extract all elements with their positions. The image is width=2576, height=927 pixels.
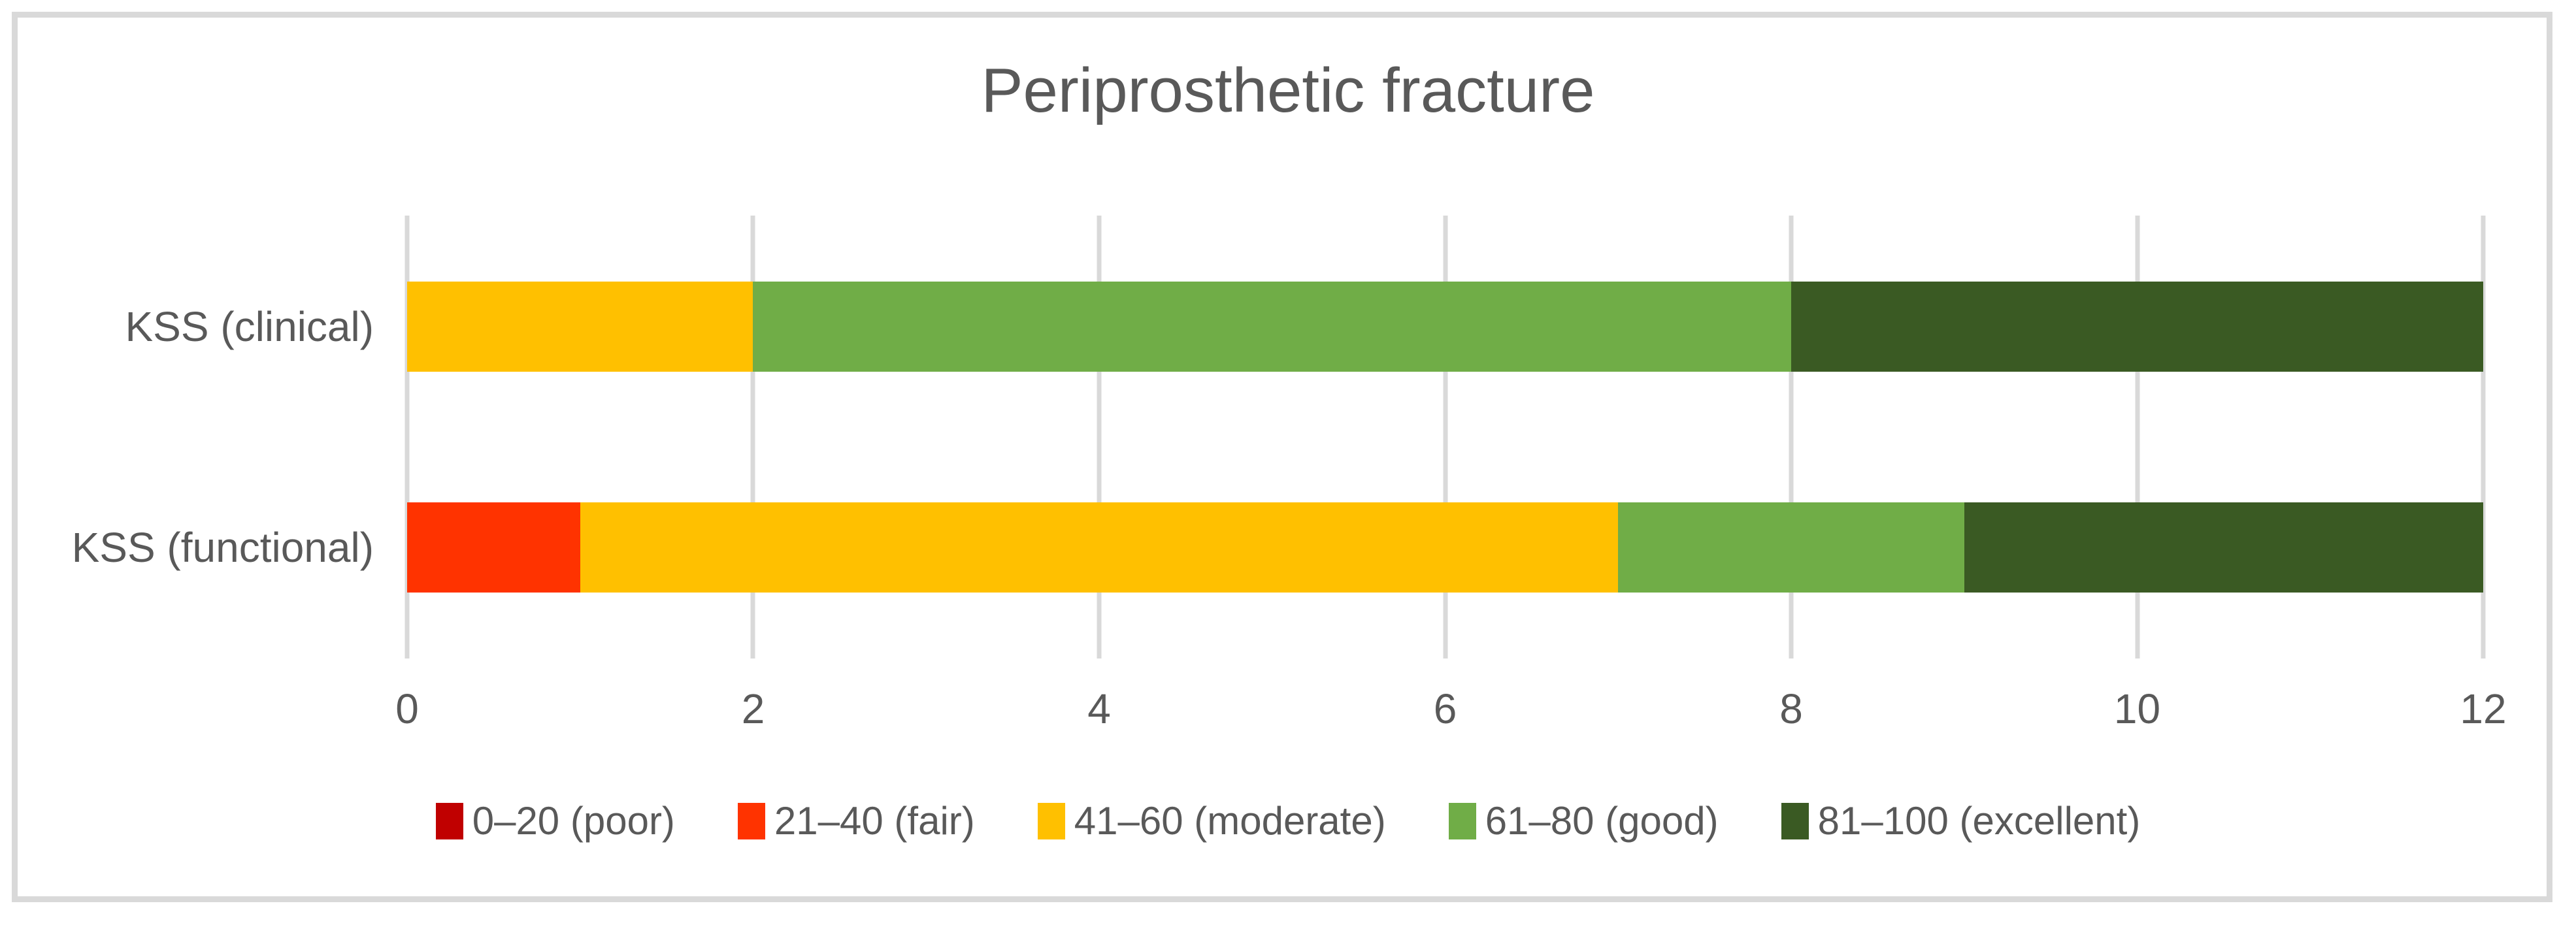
category-label: KSS (clinical) (125, 303, 374, 350)
x-tick-label: 6 (1433, 685, 1457, 732)
plot-area (405, 216, 2486, 659)
x-tick-label: 4 (1087, 685, 1111, 732)
gridline (750, 216, 755, 659)
bar-segment (1964, 502, 2483, 593)
bar-segment (1791, 282, 2483, 372)
legend: 0–20 (poor) 21–40 (fair) 41–60 (moderate) 6… (0, 798, 2576, 843)
legend-item: 21–40 (fair) (737, 798, 975, 843)
legend-item: 0–20 (poor) (435, 798, 675, 843)
chart-frame (12, 12, 2552, 902)
legend-label: 81–100 (excellent) (1817, 799, 2141, 843)
bar-segment (1618, 502, 1964, 593)
legend-swatch (1448, 802, 1476, 839)
legend-item: 61–80 (good) (1448, 798, 1719, 843)
legend-swatch (737, 802, 765, 839)
legend-item: 41–60 (moderate) (1037, 798, 1386, 843)
legend-swatch (435, 802, 463, 839)
gridline (2135, 216, 2139, 659)
gridline (405, 216, 410, 659)
gridline (1097, 216, 1102, 659)
legend-swatch (1781, 802, 1809, 839)
bar-row (407, 502, 2483, 593)
x-tick-label: 0 (395, 685, 419, 732)
legend-label: 61–80 (good) (1485, 799, 1719, 843)
x-tick-label: 8 (1779, 685, 1803, 732)
x-tick-label: 10 (2113, 685, 2161, 732)
legend-item: 81–100 (excellent) (1781, 798, 2141, 843)
gridline (2481, 216, 2486, 659)
bar-segment (580, 502, 1619, 593)
bar-segment (753, 282, 1791, 372)
legend-label: 21–40 (fair) (774, 799, 975, 843)
legend-swatch (1037, 802, 1065, 839)
x-tick-label: 2 (741, 685, 765, 732)
legend-label: 0–20 (poor) (472, 799, 675, 843)
legend-label: 41–60 (moderate) (1074, 799, 1386, 843)
bar-row (407, 282, 2483, 372)
bar-segment (407, 282, 753, 372)
category-label: KSS (functional) (71, 524, 374, 571)
bar-segment (407, 502, 580, 593)
x-tick-label: 12 (2460, 685, 2507, 732)
gridline (1443, 216, 1447, 659)
chart-title: Periprosthetic fracture (981, 56, 1595, 125)
gridline (1789, 216, 1794, 659)
